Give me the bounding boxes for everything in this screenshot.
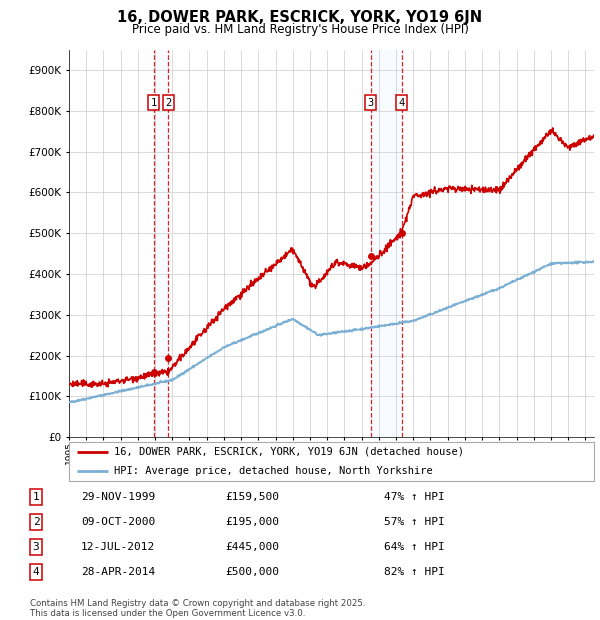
Text: 29-NOV-1999: 29-NOV-1999 bbox=[81, 492, 155, 502]
Text: 64% ↑ HPI: 64% ↑ HPI bbox=[384, 542, 445, 552]
Text: 2: 2 bbox=[32, 517, 40, 527]
Text: Price paid vs. HM Land Registry's House Price Index (HPI): Price paid vs. HM Land Registry's House … bbox=[131, 23, 469, 36]
Text: 2: 2 bbox=[165, 97, 172, 108]
Text: 3: 3 bbox=[32, 542, 40, 552]
Text: £195,000: £195,000 bbox=[225, 517, 279, 527]
Bar bbox=[154, 50, 169, 437]
Text: HPI: Average price, detached house, North Yorkshire: HPI: Average price, detached house, Nort… bbox=[113, 466, 433, 476]
Text: 28-APR-2014: 28-APR-2014 bbox=[81, 567, 155, 577]
Text: £159,500: £159,500 bbox=[225, 492, 279, 502]
Text: 1: 1 bbox=[32, 492, 40, 502]
Text: 12-JUL-2012: 12-JUL-2012 bbox=[81, 542, 155, 552]
Text: 47% ↑ HPI: 47% ↑ HPI bbox=[384, 492, 445, 502]
Text: 82% ↑ HPI: 82% ↑ HPI bbox=[384, 567, 445, 577]
Text: 4: 4 bbox=[32, 567, 40, 577]
Text: 1: 1 bbox=[151, 97, 157, 108]
Text: 09-OCT-2000: 09-OCT-2000 bbox=[81, 517, 155, 527]
Text: 4: 4 bbox=[398, 97, 404, 108]
Text: 3: 3 bbox=[368, 97, 374, 108]
Text: 16, DOWER PARK, ESCRICK, YORK, YO19 6JN (detached house): 16, DOWER PARK, ESCRICK, YORK, YO19 6JN … bbox=[113, 446, 464, 457]
Text: Contains HM Land Registry data © Crown copyright and database right 2025.
This d: Contains HM Land Registry data © Crown c… bbox=[30, 599, 365, 618]
Text: 57% ↑ HPI: 57% ↑ HPI bbox=[384, 517, 445, 527]
Text: £445,000: £445,000 bbox=[225, 542, 279, 552]
Text: £500,000: £500,000 bbox=[225, 567, 279, 577]
Text: 16, DOWER PARK, ESCRICK, YORK, YO19 6JN: 16, DOWER PARK, ESCRICK, YORK, YO19 6JN bbox=[118, 10, 482, 25]
Bar bbox=[371, 50, 401, 437]
